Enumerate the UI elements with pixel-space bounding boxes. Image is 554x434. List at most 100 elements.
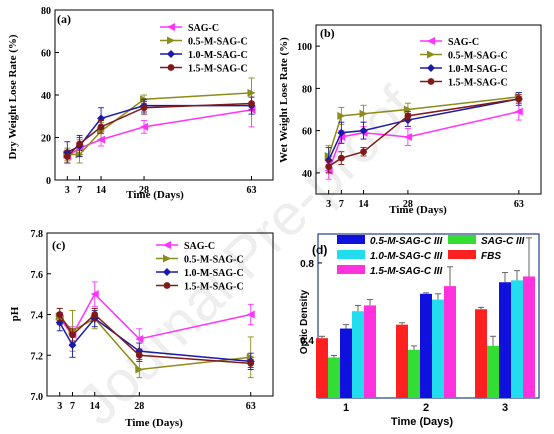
panel-a-legend-marker (167, 64, 175, 71)
panel-a-legend-label: 1.0-M-SAG-C (188, 50, 248, 61)
panel-d-bar (432, 299, 444, 398)
panel-b-data-point (359, 109, 368, 118)
panel-c-ph-chart: (c) pH Time (Days) 7.0 7.2 7.4 7.6 7.8 3 7 14 28… (9, 229, 274, 429)
panel-a-xtick-label: 7 (77, 185, 82, 196)
panel-d-bar (475, 309, 487, 398)
panel-b-legend-label: 1.0-M-SAG-C (448, 64, 508, 75)
panel-b-ytick-label: 80 (302, 84, 312, 95)
panel-a-series-line (66, 109, 252, 158)
panel-a-ytick-label: 20 (41, 134, 51, 145)
panel-c-ylabel: pH (9, 306, 21, 321)
panel-c-data-point (68, 341, 77, 350)
panel-a-ytick-label: 40 (41, 91, 51, 102)
panel-d-ytick-label: 0.8 (300, 259, 314, 270)
panel-b-data-point (404, 112, 412, 120)
panel-d-legend-swatch (337, 250, 365, 259)
panel-c-data-point (90, 290, 99, 299)
panel-a-legend-label: 0.5-M-SAG-C (188, 37, 248, 48)
panel-b-xtick-label: 63 (514, 199, 524, 210)
panel-b-data-point (337, 128, 346, 137)
panel-b-data-point (337, 111, 346, 120)
panel-c-ytick-label: 7.6 (31, 270, 44, 281)
panel-a-ytick-label: 0 (46, 176, 51, 187)
panel-a-ytick-label: 60 (41, 49, 51, 60)
panel-a-legend-marker (167, 23, 175, 31)
panel-a-plot-frame (54, 9, 274, 181)
panel-a-xtick-label: 28 (139, 185, 149, 196)
panel-d-bar (396, 324, 408, 398)
panel-d-legend-label: 0.5-M-SAG-C III (370, 236, 442, 247)
panel-d-ylabel: Optic Density (299, 289, 310, 354)
panel-c-ytick-label: 7.2 (31, 351, 44, 362)
panel-b-ytick-label: 100 (297, 42, 312, 53)
panel-d-bar (316, 338, 328, 398)
panel-b-legend-marker (427, 50, 435, 59)
panel-d-bar (328, 357, 340, 398)
panel-d-bar (408, 349, 420, 398)
panel-c-data-point (56, 311, 64, 318)
panel-b-data-point (360, 148, 367, 156)
panel-d-xtick-label: 3 (502, 402, 508, 414)
panel-b-legend-label: 0.5-M-SAG-C (448, 51, 508, 62)
panel-c-data-point (246, 310, 255, 319)
panel-b-data-point (337, 154, 345, 162)
panel-a-xtick-label: 3 (65, 185, 70, 196)
panel-b-data-point (514, 107, 523, 116)
panel-c-legend-marker (163, 254, 171, 263)
panel-b-xtick-label: 7 (339, 199, 344, 210)
panel-a-data-point (248, 100, 255, 107)
panel-c-data-point (91, 311, 99, 318)
panel-b-data-point (403, 132, 412, 141)
panel-c-data-point (135, 351, 143, 359)
panel-c-ytick-label: 7.0 (31, 392, 44, 403)
panel-c-xtick-label: 3 (57, 401, 62, 412)
panel-a-ytick-label: 80 (41, 6, 51, 17)
panel-b-wet-weight-chart: (b) Wet Weight Lose Rate (%) Time (Days)… (278, 24, 542, 216)
panel-a-data-point (63, 153, 71, 161)
panel-a-xlabel: Time (Days) (126, 189, 184, 201)
panel-d-optic-density-chart: (d) Optic Density Time (Days) 0.4 0.8 1 2 3 0… (299, 233, 540, 428)
panel-d-bar (523, 276, 535, 398)
panel-d-legend-swatch (337, 235, 365, 244)
panel-b-legend-label: 1.5-M-SAG-C (448, 78, 508, 89)
panel-a-legend-marker (167, 50, 175, 58)
panel-c-xtick-label: 14 (90, 401, 100, 412)
panel-a-data-point (140, 122, 149, 131)
panel-b-ytick-label: 40 (302, 169, 312, 180)
panel-c-legend-label: 1.5-M-SAG-C (184, 282, 244, 293)
panel-a-xtick-label: 63 (247, 185, 257, 196)
panel-a-series-line (66, 102, 252, 158)
panel-c-ytick-label: 7.8 (31, 229, 44, 240)
panel-c-xlabel: Time (Days) (125, 417, 183, 429)
panel-b-legend-marker (427, 37, 435, 45)
panel-d-xtick-label: 1 (343, 402, 349, 414)
panel-b-ytick-label: 60 (302, 127, 312, 138)
panel-a-data-point (76, 140, 83, 148)
panel-a-label: (a) (57, 12, 71, 26)
panel-d-legend-label: SAG-C III (481, 236, 525, 247)
panel-a-series-line (66, 104, 252, 154)
panel-d-bar (340, 328, 352, 398)
panel-d-bar (487, 345, 499, 398)
panel-d-legend-label: 1.5-M-SAG-C III (370, 266, 442, 277)
panel-c-data-point (69, 331, 76, 339)
panel-d-legend-swatch (448, 235, 476, 244)
panel-a-xtick-label: 14 (96, 185, 106, 196)
panel-c-data-point (135, 365, 144, 374)
panel-a-dry-weight-chart: (a) Dry Weight Lose Rate (%) Time (Days)… (7, 6, 274, 201)
panel-d-legend-label: 1.0-M-SAG-C III (370, 251, 442, 262)
panel-d-xtick-label: 2 (423, 402, 429, 414)
panel-d-label: (d) (312, 243, 327, 257)
panel-d-bar (352, 311, 364, 398)
panel-a-data-point (140, 104, 148, 112)
panel-d-bar (499, 282, 511, 398)
panel-b-plot-frame (315, 24, 542, 195)
panel-c-legend-marker (163, 282, 171, 289)
panel-b-xlabel: Time (Days) (389, 204, 447, 216)
panel-c-xtick-label: 28 (134, 401, 144, 412)
panel-b-data-point (515, 95, 523, 103)
panel-c-xtick-label: 63 (246, 401, 256, 412)
panel-c-data-point (135, 334, 144, 343)
panel-d-bar (444, 286, 456, 398)
